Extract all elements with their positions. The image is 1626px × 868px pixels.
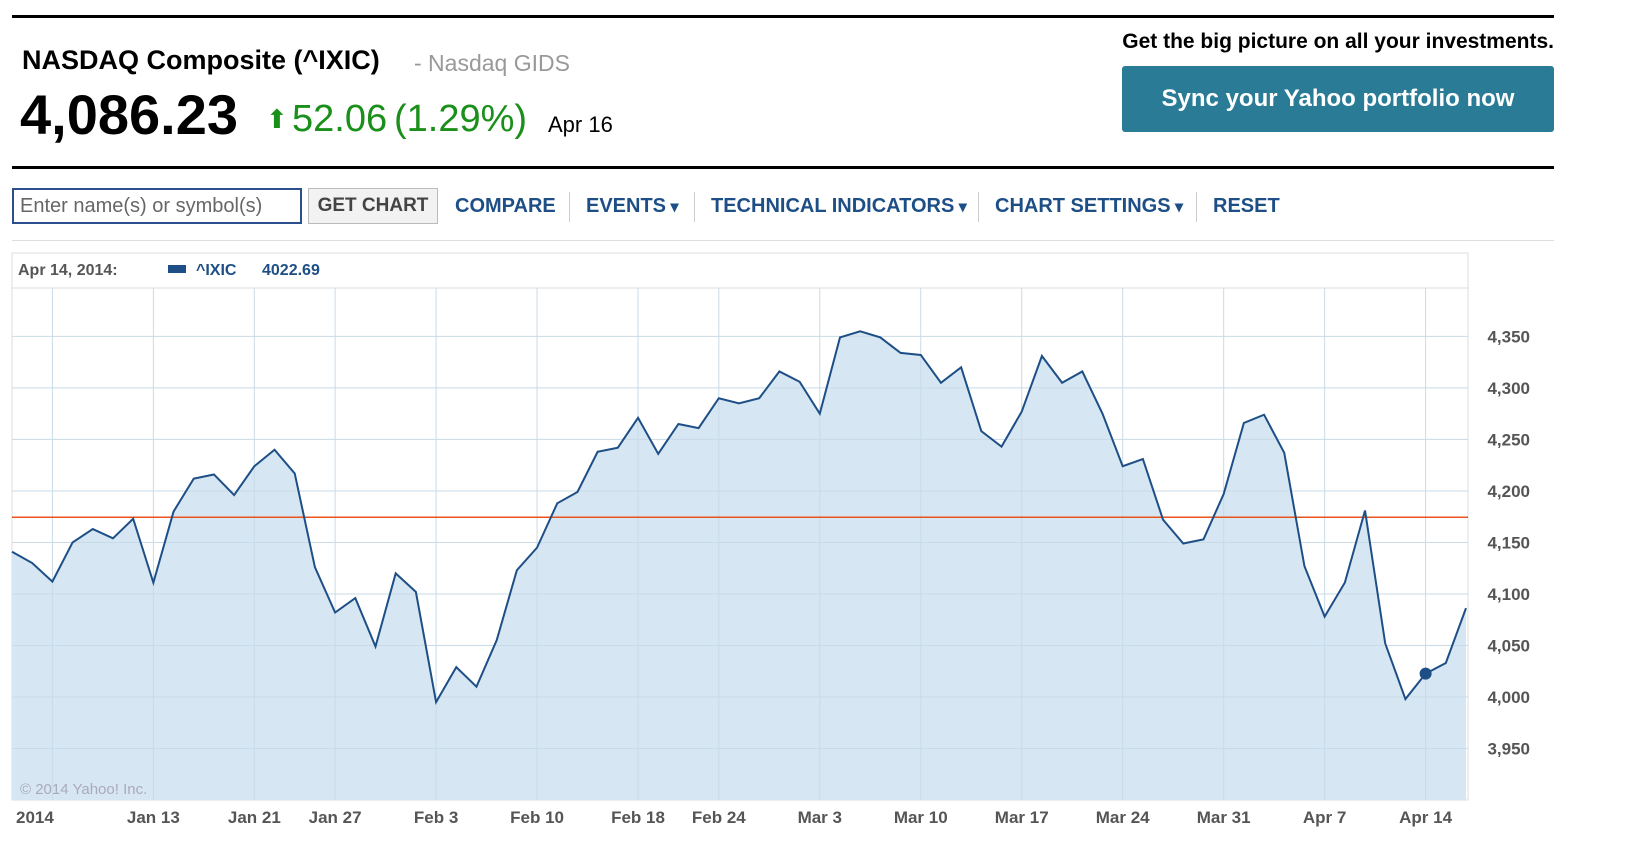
y-tick-label: 3,950 bbox=[1487, 739, 1530, 758]
separator bbox=[694, 192, 695, 222]
x-tick-label: Mar 17 bbox=[995, 808, 1049, 827]
y-tick-label: 4,200 bbox=[1487, 482, 1530, 501]
sync-button[interactable]: Sync your Yahoo portfolio now bbox=[1122, 66, 1554, 132]
x-tick-label: Jan 27 bbox=[309, 808, 362, 827]
legend-value: 4022.69 bbox=[262, 262, 320, 279]
y-tick-label: 4,050 bbox=[1487, 636, 1530, 655]
events[interactable]: EVENTS bbox=[586, 195, 679, 218]
reset[interactable]: RESET bbox=[1213, 195, 1280, 217]
y-tick-label: 4,000 bbox=[1487, 688, 1530, 707]
x-tick-label: Jan 13 bbox=[127, 808, 180, 827]
y-tick-label: 4,300 bbox=[1487, 379, 1530, 398]
toolbar-rule bbox=[12, 240, 1554, 241]
x-tick-label: Feb 24 bbox=[692, 808, 746, 827]
compare[interactable]: COMPARE bbox=[455, 195, 556, 217]
symbol-input[interactable]: Enter name(s) or symbol(s) bbox=[12, 188, 302, 224]
change: 52.06 bbox=[292, 98, 388, 140]
change-percent: (1.29%) bbox=[394, 98, 528, 140]
separator bbox=[1196, 192, 1197, 222]
legend-swatch bbox=[168, 265, 186, 273]
title: NASDAQ Composite (^IXIC) bbox=[22, 45, 380, 75]
separator bbox=[978, 192, 979, 222]
y-tick-label: 4,150 bbox=[1487, 533, 1530, 552]
line bbox=[11, 330, 1467, 705]
x-tick-label: Mar 31 bbox=[1197, 808, 1251, 827]
y-tick-label: 4,250 bbox=[1487, 430, 1530, 449]
exchange: - Nasdaq GIDS bbox=[414, 50, 570, 76]
x-tick-label: 2014 bbox=[16, 808, 54, 827]
get-chart-button[interactable]: GET CHART bbox=[308, 188, 438, 224]
quote-date: Apr 16 bbox=[548, 112, 613, 137]
legend-name: ^IXIC bbox=[196, 262, 237, 279]
x-tick-label: Feb 3 bbox=[414, 808, 458, 827]
mid-rule bbox=[12, 166, 1554, 169]
x-tick-label: Feb 18 bbox=[611, 808, 665, 827]
x-tick-label: Apr 14 bbox=[1399, 808, 1452, 827]
y-tick-label: 4,100 bbox=[1487, 585, 1530, 604]
hover-date: Apr 14, 2014: bbox=[18, 262, 118, 279]
promo-text: Get the big picture on all your investme… bbox=[1122, 30, 1554, 53]
area bbox=[12, 331, 1466, 800]
price: 4,086.23 bbox=[20, 83, 238, 146]
x-tick-label: Apr 7 bbox=[1303, 808, 1346, 827]
x-tick-label: Mar 3 bbox=[798, 808, 842, 827]
copyright: © 2014 Yahoo! Inc. bbox=[20, 781, 147, 798]
separator bbox=[569, 192, 570, 222]
chart-settings[interactable]: CHART SETTINGS bbox=[995, 195, 1183, 218]
y-tick-label: 4,350 bbox=[1487, 327, 1530, 346]
x-tick-label: Mar 24 bbox=[1096, 808, 1150, 827]
up-arrow: ⬆ bbox=[266, 104, 288, 134]
hover-point bbox=[1419, 667, 1432, 680]
x-tick-label: Jan 21 bbox=[228, 808, 281, 827]
x-tick-label: Feb 10 bbox=[510, 808, 564, 827]
x-tick-label: Mar 10 bbox=[894, 808, 948, 827]
top-rule bbox=[12, 15, 1554, 18]
technical-indicators[interactable]: TECHNICAL INDICATORS bbox=[711, 195, 967, 218]
